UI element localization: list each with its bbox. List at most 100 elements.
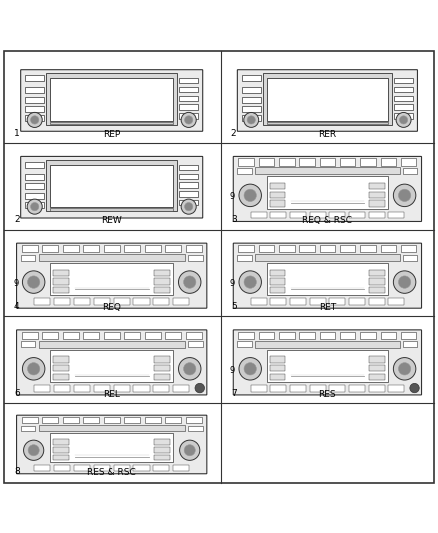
Bar: [50, 350, 173, 382]
Circle shape: [181, 199, 196, 214]
Bar: [188, 425, 203, 431]
Bar: [238, 332, 254, 339]
Bar: [179, 191, 198, 197]
Bar: [42, 245, 58, 252]
Bar: [54, 298, 70, 305]
Circle shape: [184, 203, 193, 211]
Bar: [53, 270, 69, 276]
Bar: [74, 298, 90, 305]
Bar: [401, 158, 417, 166]
Bar: [237, 168, 251, 174]
Bar: [251, 385, 266, 392]
Bar: [53, 278, 69, 285]
Bar: [340, 158, 356, 166]
Circle shape: [27, 112, 42, 127]
Bar: [145, 417, 161, 423]
Bar: [63, 332, 78, 339]
Bar: [394, 78, 413, 84]
Circle shape: [184, 445, 195, 456]
Circle shape: [179, 271, 201, 293]
Bar: [154, 287, 170, 293]
Bar: [389, 212, 404, 219]
Bar: [179, 104, 198, 110]
Circle shape: [27, 199, 42, 214]
Bar: [179, 87, 198, 92]
Bar: [154, 374, 170, 380]
Bar: [394, 95, 413, 101]
Bar: [25, 106, 44, 112]
Bar: [242, 87, 261, 93]
Bar: [179, 200, 198, 205]
Bar: [21, 341, 35, 348]
Bar: [369, 200, 385, 207]
Circle shape: [239, 271, 261, 293]
Text: 9: 9: [230, 192, 235, 201]
Bar: [154, 278, 170, 285]
Bar: [263, 73, 392, 125]
Bar: [42, 417, 58, 423]
Bar: [349, 385, 365, 392]
Bar: [39, 341, 184, 348]
Bar: [255, 167, 399, 174]
Bar: [50, 122, 173, 124]
Bar: [166, 417, 181, 423]
Text: 1: 1: [14, 129, 20, 138]
Bar: [179, 174, 198, 179]
Bar: [269, 200, 286, 207]
Bar: [360, 158, 376, 166]
Bar: [394, 113, 413, 119]
Bar: [267, 122, 388, 124]
Bar: [340, 245, 356, 252]
Bar: [154, 455, 170, 461]
Bar: [179, 165, 198, 170]
Bar: [54, 385, 70, 392]
Bar: [259, 158, 274, 166]
Bar: [401, 332, 417, 339]
Bar: [166, 332, 181, 339]
Text: REQ & RSC: REQ & RSC: [302, 216, 353, 225]
Bar: [153, 298, 170, 305]
Bar: [310, 212, 325, 219]
FancyBboxPatch shape: [21, 156, 203, 218]
Bar: [124, 245, 140, 252]
Bar: [50, 165, 173, 207]
Bar: [299, 158, 315, 166]
Bar: [269, 356, 286, 363]
Circle shape: [410, 383, 419, 393]
Bar: [403, 168, 417, 174]
Bar: [179, 78, 198, 84]
Circle shape: [184, 276, 196, 288]
Bar: [153, 385, 170, 392]
Bar: [113, 465, 130, 471]
Bar: [25, 183, 44, 189]
Bar: [290, 385, 306, 392]
Text: RET: RET: [319, 303, 336, 312]
Bar: [124, 332, 140, 339]
Bar: [179, 113, 198, 119]
Bar: [145, 245, 161, 252]
Circle shape: [28, 445, 39, 456]
Bar: [46, 73, 177, 125]
Bar: [179, 182, 198, 188]
Bar: [237, 255, 251, 261]
Bar: [269, 270, 286, 276]
Bar: [238, 158, 254, 166]
Circle shape: [247, 116, 255, 124]
Bar: [403, 341, 417, 348]
Bar: [360, 332, 376, 339]
Bar: [242, 115, 261, 122]
Bar: [113, 385, 130, 392]
Circle shape: [180, 440, 200, 461]
Bar: [369, 287, 385, 293]
Bar: [21, 425, 35, 431]
Bar: [53, 287, 69, 293]
Text: 8: 8: [14, 467, 20, 476]
Text: 9: 9: [230, 279, 235, 288]
Text: RES & RSC: RES & RSC: [87, 468, 136, 477]
Bar: [369, 183, 385, 189]
Bar: [50, 208, 173, 211]
Bar: [53, 365, 69, 372]
Bar: [310, 385, 325, 392]
Bar: [299, 332, 315, 339]
Bar: [74, 385, 90, 392]
